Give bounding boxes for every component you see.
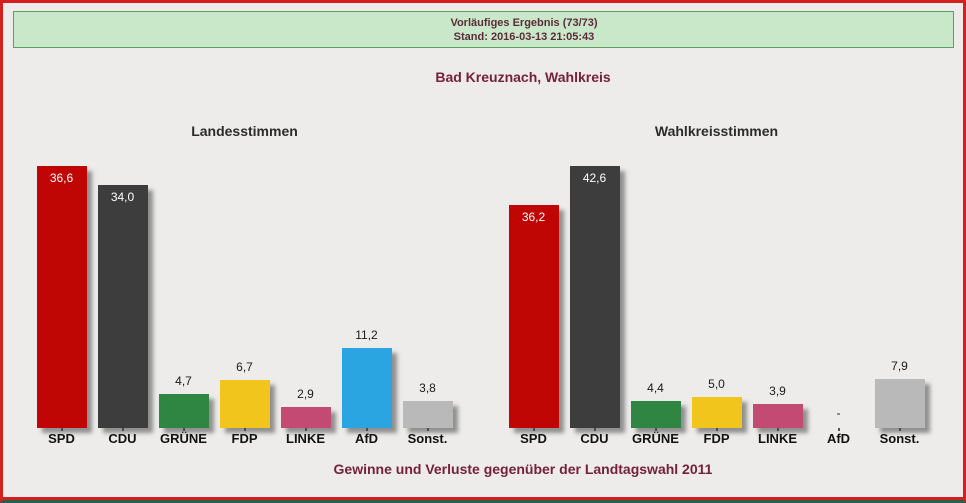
bar-column: 4,7 — [153, 166, 214, 431]
bar-cdu: 34,0 — [97, 185, 148, 428]
category-label: CDU — [108, 431, 137, 446]
status-line-timestamp: Stand: 2016-03-13 21:05:43 — [453, 31, 595, 43]
bar-value: 2,9 — [297, 387, 314, 401]
axis-tick — [243, 428, 246, 431]
bar-grne — [158, 394, 209, 428]
category-labels: SPD CDU GRÜNE FDP LINKE AfD Sonst. — [503, 431, 930, 446]
bar-value: 4,7 — [175, 374, 192, 388]
axis-tick — [593, 428, 596, 431]
bar-value: 34,0 — [110, 190, 135, 204]
bar-value: 3,8 — [419, 381, 436, 395]
axis-tick — [776, 428, 779, 431]
axis-tick — [60, 428, 63, 431]
bar-column: 4,4 — [625, 166, 686, 431]
bar-value: 42,6 — [582, 171, 607, 185]
category-label: FDP — [231, 431, 258, 446]
bar-column: 11,2 — [336, 166, 397, 431]
bar-column: 5,0 — [686, 166, 747, 431]
bar-column: 6,7 — [214, 166, 275, 431]
bar-fdp — [219, 380, 270, 428]
bar-column: 36,2 — [503, 166, 564, 431]
bar-cdu: 42,6 — [569, 166, 620, 428]
category-label: FDP — [703, 431, 730, 446]
category-label: GRÜNE — [160, 431, 207, 446]
footer-note: Gewinne und Verluste gegenüber der Landt… — [333, 461, 713, 477]
axis-tick — [715, 428, 718, 431]
category-label: Sonst. — [407, 431, 448, 446]
bar-value: 3,9 — [769, 384, 786, 398]
chart-landesstimmen: Landesstimmen 36,6 34,0 4,7 6,7 2,9 11,2 3,8 S… — [31, 123, 458, 446]
bars: 36,6 34,0 4,7 6,7 2,9 11,2 3,8 — [31, 166, 458, 431]
category-label: SPD — [520, 431, 547, 446]
category-label: CDU — [580, 431, 609, 446]
bar-column: 42,6 — [564, 166, 625, 431]
bar-column: 7,9 — [869, 166, 930, 431]
status-banner: Vorläufiges Ergebnis (73/73) Stand: 2016… — [13, 11, 954, 48]
bar-linke — [280, 407, 331, 428]
chart-title: Landesstimmen — [191, 123, 298, 139]
axis-tick — [182, 428, 185, 431]
bar-column: - — [808, 166, 869, 431]
bar-spd: 36,6 — [36, 166, 87, 428]
bar-value: 5,0 — [708, 377, 725, 391]
bar-column: 34,0 — [92, 166, 153, 431]
category-labels: SPD CDU GRÜNE FDP LINKE AfD Sonst. — [31, 431, 458, 446]
bar-value: - — [836, 406, 841, 420]
category-label: GRÜNE — [632, 431, 679, 446]
axis-tick — [898, 428, 901, 431]
category-label: AfD — [354, 431, 379, 446]
bar-sonst — [874, 379, 925, 428]
bar-value: 4,4 — [647, 381, 664, 395]
bar-column: 3,9 — [747, 166, 808, 431]
status-line-result: Vorläufiges Ergebnis (73/73) — [450, 17, 598, 29]
category-label: LINKE — [286, 431, 325, 446]
bar-sonst — [402, 401, 453, 428]
category-label: Sonst. — [879, 431, 920, 446]
axis-tick — [837, 428, 840, 431]
axis-tick — [532, 428, 535, 431]
bar-value: 11,2 — [355, 328, 378, 342]
category-label: LINKE — [758, 431, 797, 446]
category-label: SPD — [48, 431, 75, 446]
bars: 36,2 42,6 4,4 5,0 3,9 - 7,9 — [503, 166, 930, 431]
bar-afd — [341, 348, 392, 428]
bar-value: 7,9 — [891, 359, 908, 373]
chart-title: Wahlkreisstimmen — [654, 123, 779, 139]
bar-fdp — [691, 397, 742, 428]
bar-column: 2,9 — [275, 166, 336, 431]
axis-tick — [654, 428, 657, 431]
axis-tick — [426, 428, 429, 431]
bar-linke — [752, 404, 803, 428]
category-label: AfD — [826, 431, 851, 446]
chart-wahlkreisstimmen: Wahlkreisstimmen 36,2 42,6 4,4 5,0 3,9 - 7,9 S… — [503, 123, 930, 446]
axis-tick — [304, 428, 307, 431]
bar-spd: 36,2 — [508, 205, 559, 428]
bottom-border-strip — [3, 497, 963, 500]
bar-value: 36,6 — [49, 171, 74, 185]
axis-tick — [121, 428, 124, 431]
bar-column: 36,6 — [31, 166, 92, 431]
bar-value: 36,2 — [521, 210, 546, 224]
bar-column: 3,8 — [397, 166, 458, 431]
bar-grne — [630, 401, 681, 428]
page-title: Bad Kreuznach, Wahlkreis — [435, 69, 611, 85]
bar-value: 6,7 — [236, 360, 253, 374]
axis-tick — [365, 428, 368, 431]
